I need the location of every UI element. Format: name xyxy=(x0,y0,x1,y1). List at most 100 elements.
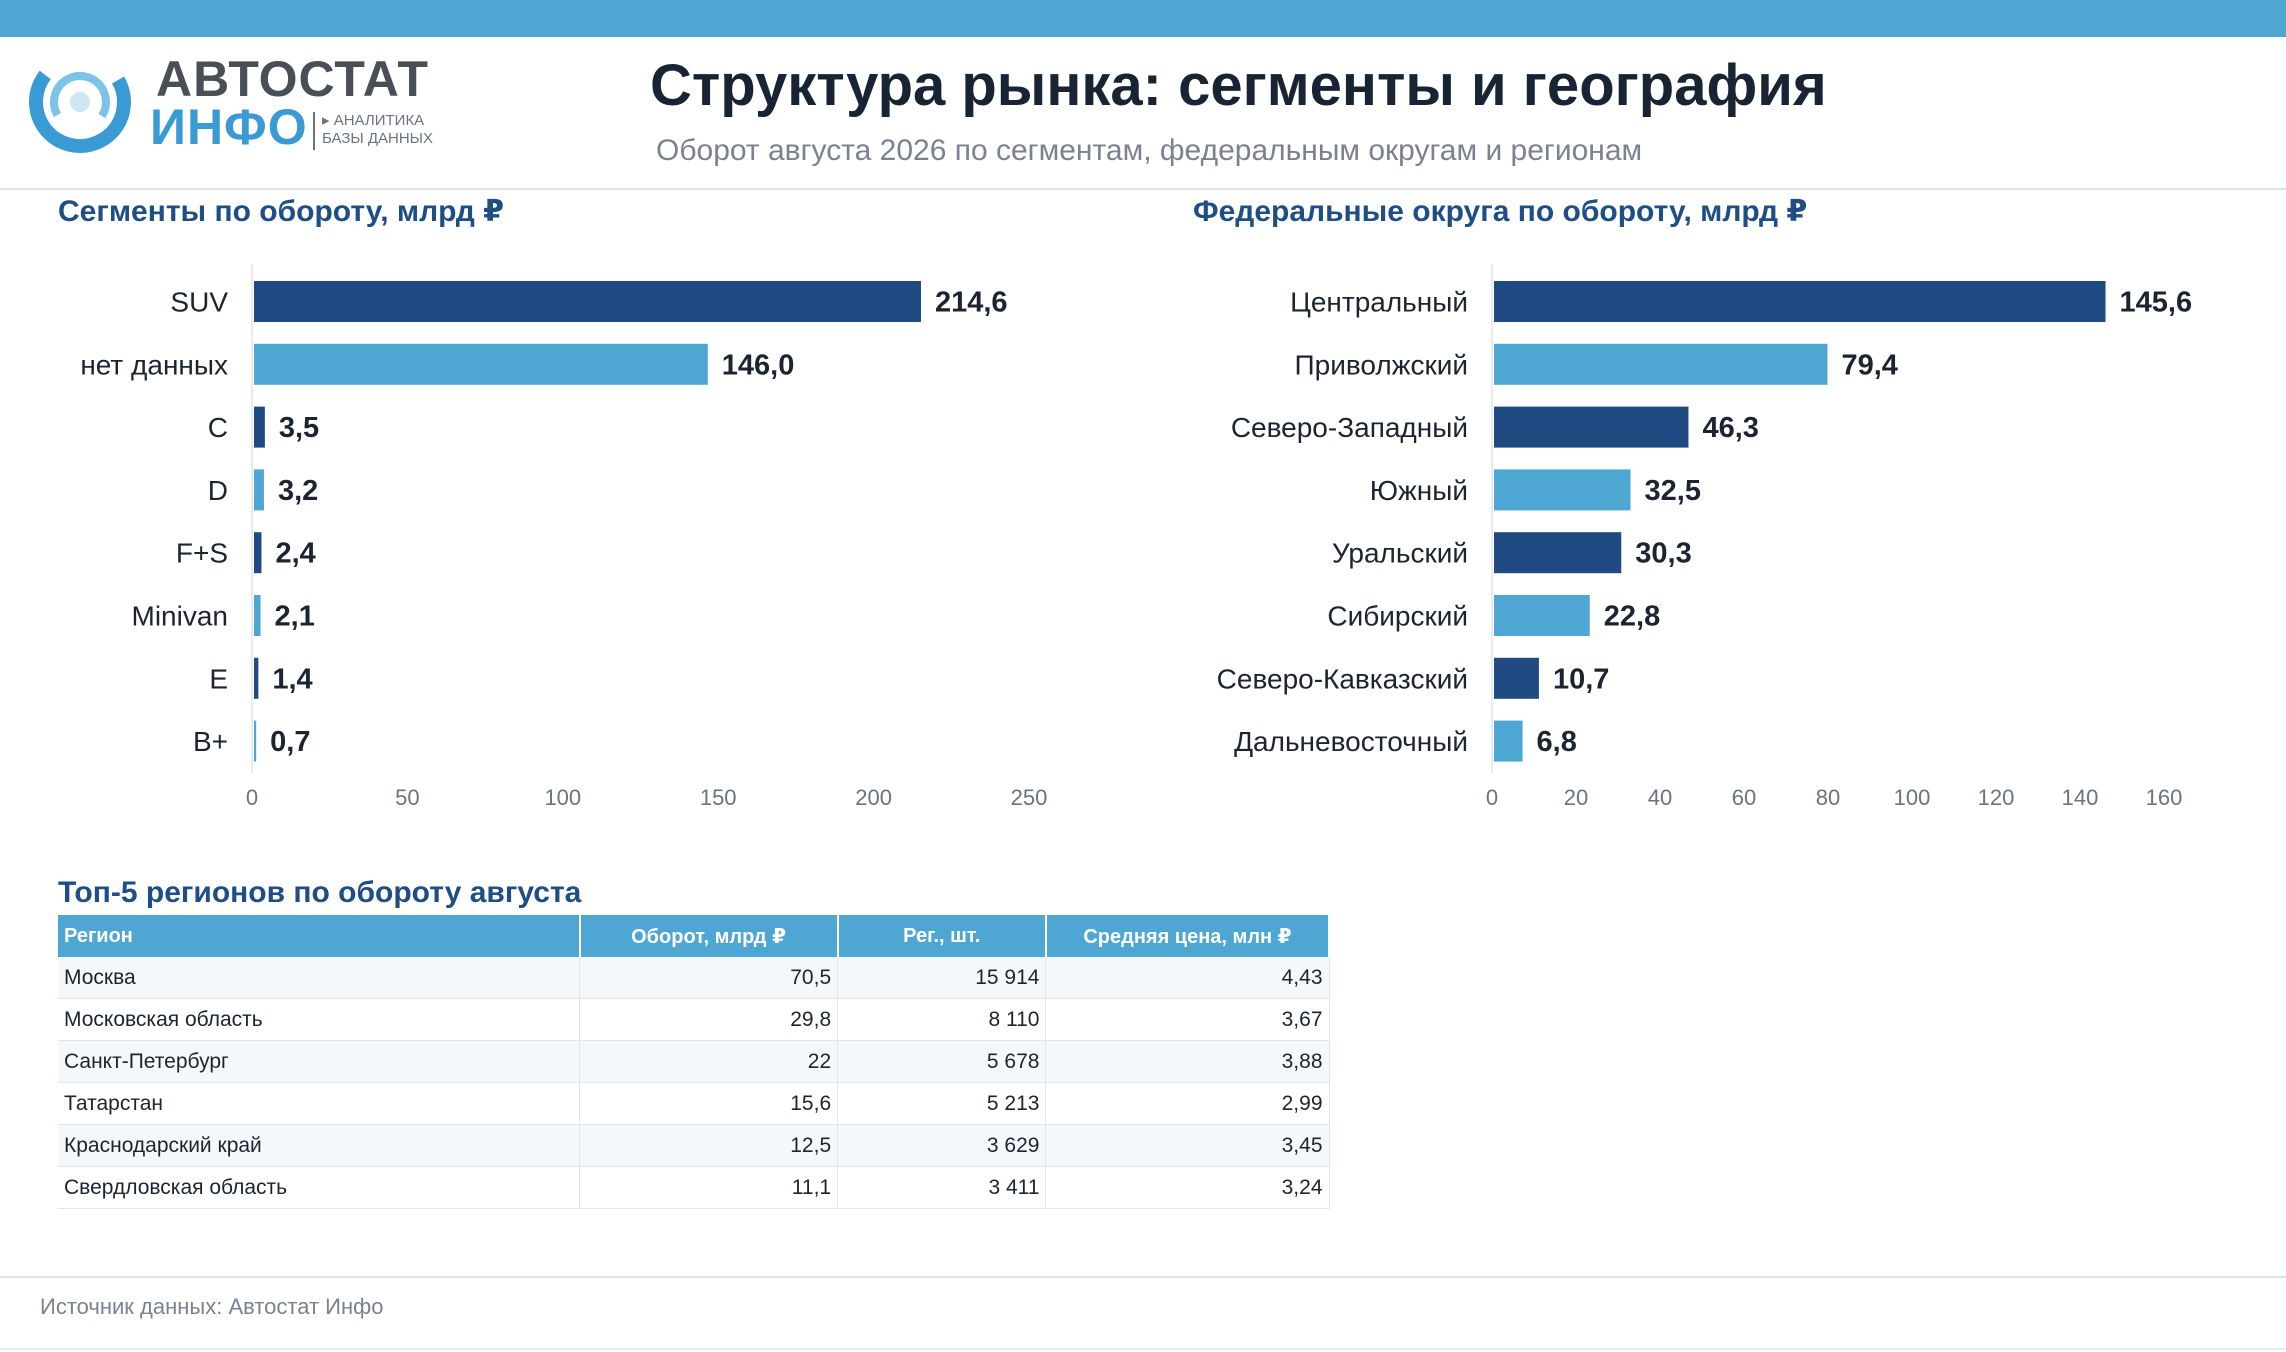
cell-turnover: 15,6 xyxy=(579,1082,839,1125)
data-label: 2,1 xyxy=(275,601,315,633)
logo-line-1: АВТОСТАТ xyxy=(156,51,429,107)
x-tick-label: 60 xyxy=(1732,785,1756,810)
bar xyxy=(1494,281,2106,322)
top-band xyxy=(0,0,2286,37)
segments-chart: SUV 214,6 нет данных 146,0 C 3,5 D 3,2 F+S 2,4 Min… xyxy=(80,264,1048,810)
logo-emblem-icon xyxy=(28,50,131,153)
table-row: Татарстан 15,6 5 213 2,99 xyxy=(58,1082,1330,1125)
column-header-registrations: Рег., шт. xyxy=(837,915,1047,957)
cell-registrations: 8 110 xyxy=(837,998,1047,1041)
cell-region: Санкт-Петербург xyxy=(58,1040,580,1083)
bar xyxy=(254,657,259,699)
cell-registrations: 3 629 xyxy=(837,1124,1047,1167)
header-divider xyxy=(0,188,2286,190)
category-label: Северо-Кавказский xyxy=(1217,663,1468,694)
x-tick-label: 40 xyxy=(1648,785,1672,810)
data-label: 32,5 xyxy=(1645,475,1701,507)
cell-turnover: 22 xyxy=(579,1040,839,1083)
cell-region: Татарстан xyxy=(58,1082,580,1125)
cell-avg-price: 3,88 xyxy=(1045,1040,1330,1083)
districts-chart-title: Федеральные округа по обороту, млрд ₽ xyxy=(1193,195,1808,228)
cell-registrations: 3 411 xyxy=(837,1166,1047,1209)
x-tick-label: 100 xyxy=(544,785,581,810)
column-header-turnover: Оборот, млрд ₽ xyxy=(579,915,839,957)
cell-avg-price: 2,99 xyxy=(1045,1082,1330,1125)
category-label: Сибирский xyxy=(1327,601,1468,632)
data-label: 3,5 xyxy=(279,412,319,444)
districts-chart: Центральный 145,6 Приволжский 79,4 Северо-За… xyxy=(1217,264,2193,810)
cell-registrations: 5 213 xyxy=(837,1082,1047,1125)
cell-turnover: 12,5 xyxy=(579,1124,839,1167)
column-header-avg-price: Средняя цена, млн ₽ xyxy=(1045,915,1331,957)
x-tick-label: 80 xyxy=(1816,785,1840,810)
cell-turnover: 29,8 xyxy=(579,998,839,1041)
data-label: 0,7 xyxy=(270,726,310,758)
data-label: 145,6 xyxy=(2120,287,2193,319)
bottom-border xyxy=(0,1348,2286,1350)
category-label: Северо-Западный xyxy=(1231,412,1468,443)
logo-tagline-1: ▸ АНАЛИТИКА xyxy=(322,112,425,129)
x-tick-label: 150 xyxy=(700,785,737,810)
bar xyxy=(254,720,257,762)
regions-table-title: Топ-5 регионов по обороту августа xyxy=(58,876,582,909)
data-label: 46,3 xyxy=(1702,412,1758,444)
logo-separator xyxy=(313,112,315,150)
category-label: F+S xyxy=(176,538,228,569)
regions-table: Регион Оборот, млрд ₽ Рег., шт. Средняя … xyxy=(58,915,1331,1209)
x-tick-label: 100 xyxy=(1894,785,1931,810)
category-label: нет данных xyxy=(80,349,228,380)
cell-region: Московская область xyxy=(58,998,580,1041)
category-label: Приволжский xyxy=(1295,349,1468,380)
page-subtitle: Оборот августа 2026 по сегментам, федера… xyxy=(656,134,1643,167)
footer-divider xyxy=(0,1276,2286,1278)
cell-registrations: 5 678 xyxy=(837,1040,1047,1083)
cell-region: Краснодарский край xyxy=(58,1124,580,1167)
cell-turnover: 70,5 xyxy=(579,957,839,999)
x-tick-label: 140 xyxy=(2062,785,2099,810)
x-tick-label: 200 xyxy=(855,785,892,810)
x-tick-label: 250 xyxy=(1011,785,1048,810)
category-label: Южный xyxy=(1370,475,1468,506)
category-label: D xyxy=(208,475,228,506)
table-row: Санкт-Петербург 22 5 678 3,88 xyxy=(58,1040,1330,1083)
cell-avg-price: 4,43 xyxy=(1045,957,1330,999)
logo-tagline-2: БАЗЫ ДАННЫХ xyxy=(322,130,433,147)
data-label: 2,4 xyxy=(275,538,315,570)
x-tick-label: 20 xyxy=(1564,785,1588,810)
category-label: SUV xyxy=(170,287,228,318)
data-label: 146,0 xyxy=(722,349,795,381)
x-tick-label: 160 xyxy=(2146,785,2183,810)
category-label: Уральский xyxy=(1332,538,1468,569)
table-row: Московская область 29,8 8 110 3,67 xyxy=(58,998,1330,1041)
table-row: Москва 70,5 15 914 4,43 xyxy=(58,957,1330,999)
bar xyxy=(254,532,262,574)
data-label: 3,2 xyxy=(278,475,318,507)
cell-registrations: 15 914 xyxy=(837,957,1047,999)
data-label: 79,4 xyxy=(1841,349,1897,381)
bar xyxy=(1494,657,1539,699)
logo: АВТОСТАТ ИНФО ▸ АНАЛИТИКА БАЗЫ ДАННЫХ xyxy=(28,50,448,155)
category-label: Minivan xyxy=(132,601,228,632)
cell-region: Москва xyxy=(58,957,580,999)
logo-tagline: ▸ АНАЛИТИКА БАЗЫ ДАННЫХ xyxy=(322,112,433,148)
table-row: Краснодарский край 12,5 3 629 3,45 xyxy=(58,1124,1330,1167)
bar xyxy=(254,281,921,322)
bar xyxy=(1494,720,1523,762)
data-label: 6,8 xyxy=(1537,726,1577,758)
category-label: B+ xyxy=(193,726,228,757)
x-tick-label: 50 xyxy=(395,785,419,810)
data-label: 214,6 xyxy=(935,287,1008,319)
cell-avg-price: 3,67 xyxy=(1045,998,1330,1041)
bar xyxy=(254,343,708,385)
bar xyxy=(1494,595,1590,636)
page-title: Структура рынка: сегменты и география xyxy=(650,53,1827,118)
data-label: 10,7 xyxy=(1553,663,1609,695)
bar xyxy=(1494,406,1689,448)
x-tick-label: 0 xyxy=(1486,785,1498,810)
source-note: Источник данных: Автостат Инфо xyxy=(40,1294,384,1319)
x-tick-label: 0 xyxy=(246,785,258,810)
x-tick-label: 120 xyxy=(1978,785,2015,810)
data-label: 30,3 xyxy=(1635,538,1691,570)
bar xyxy=(1494,532,1622,574)
data-label: 1,4 xyxy=(272,663,312,695)
